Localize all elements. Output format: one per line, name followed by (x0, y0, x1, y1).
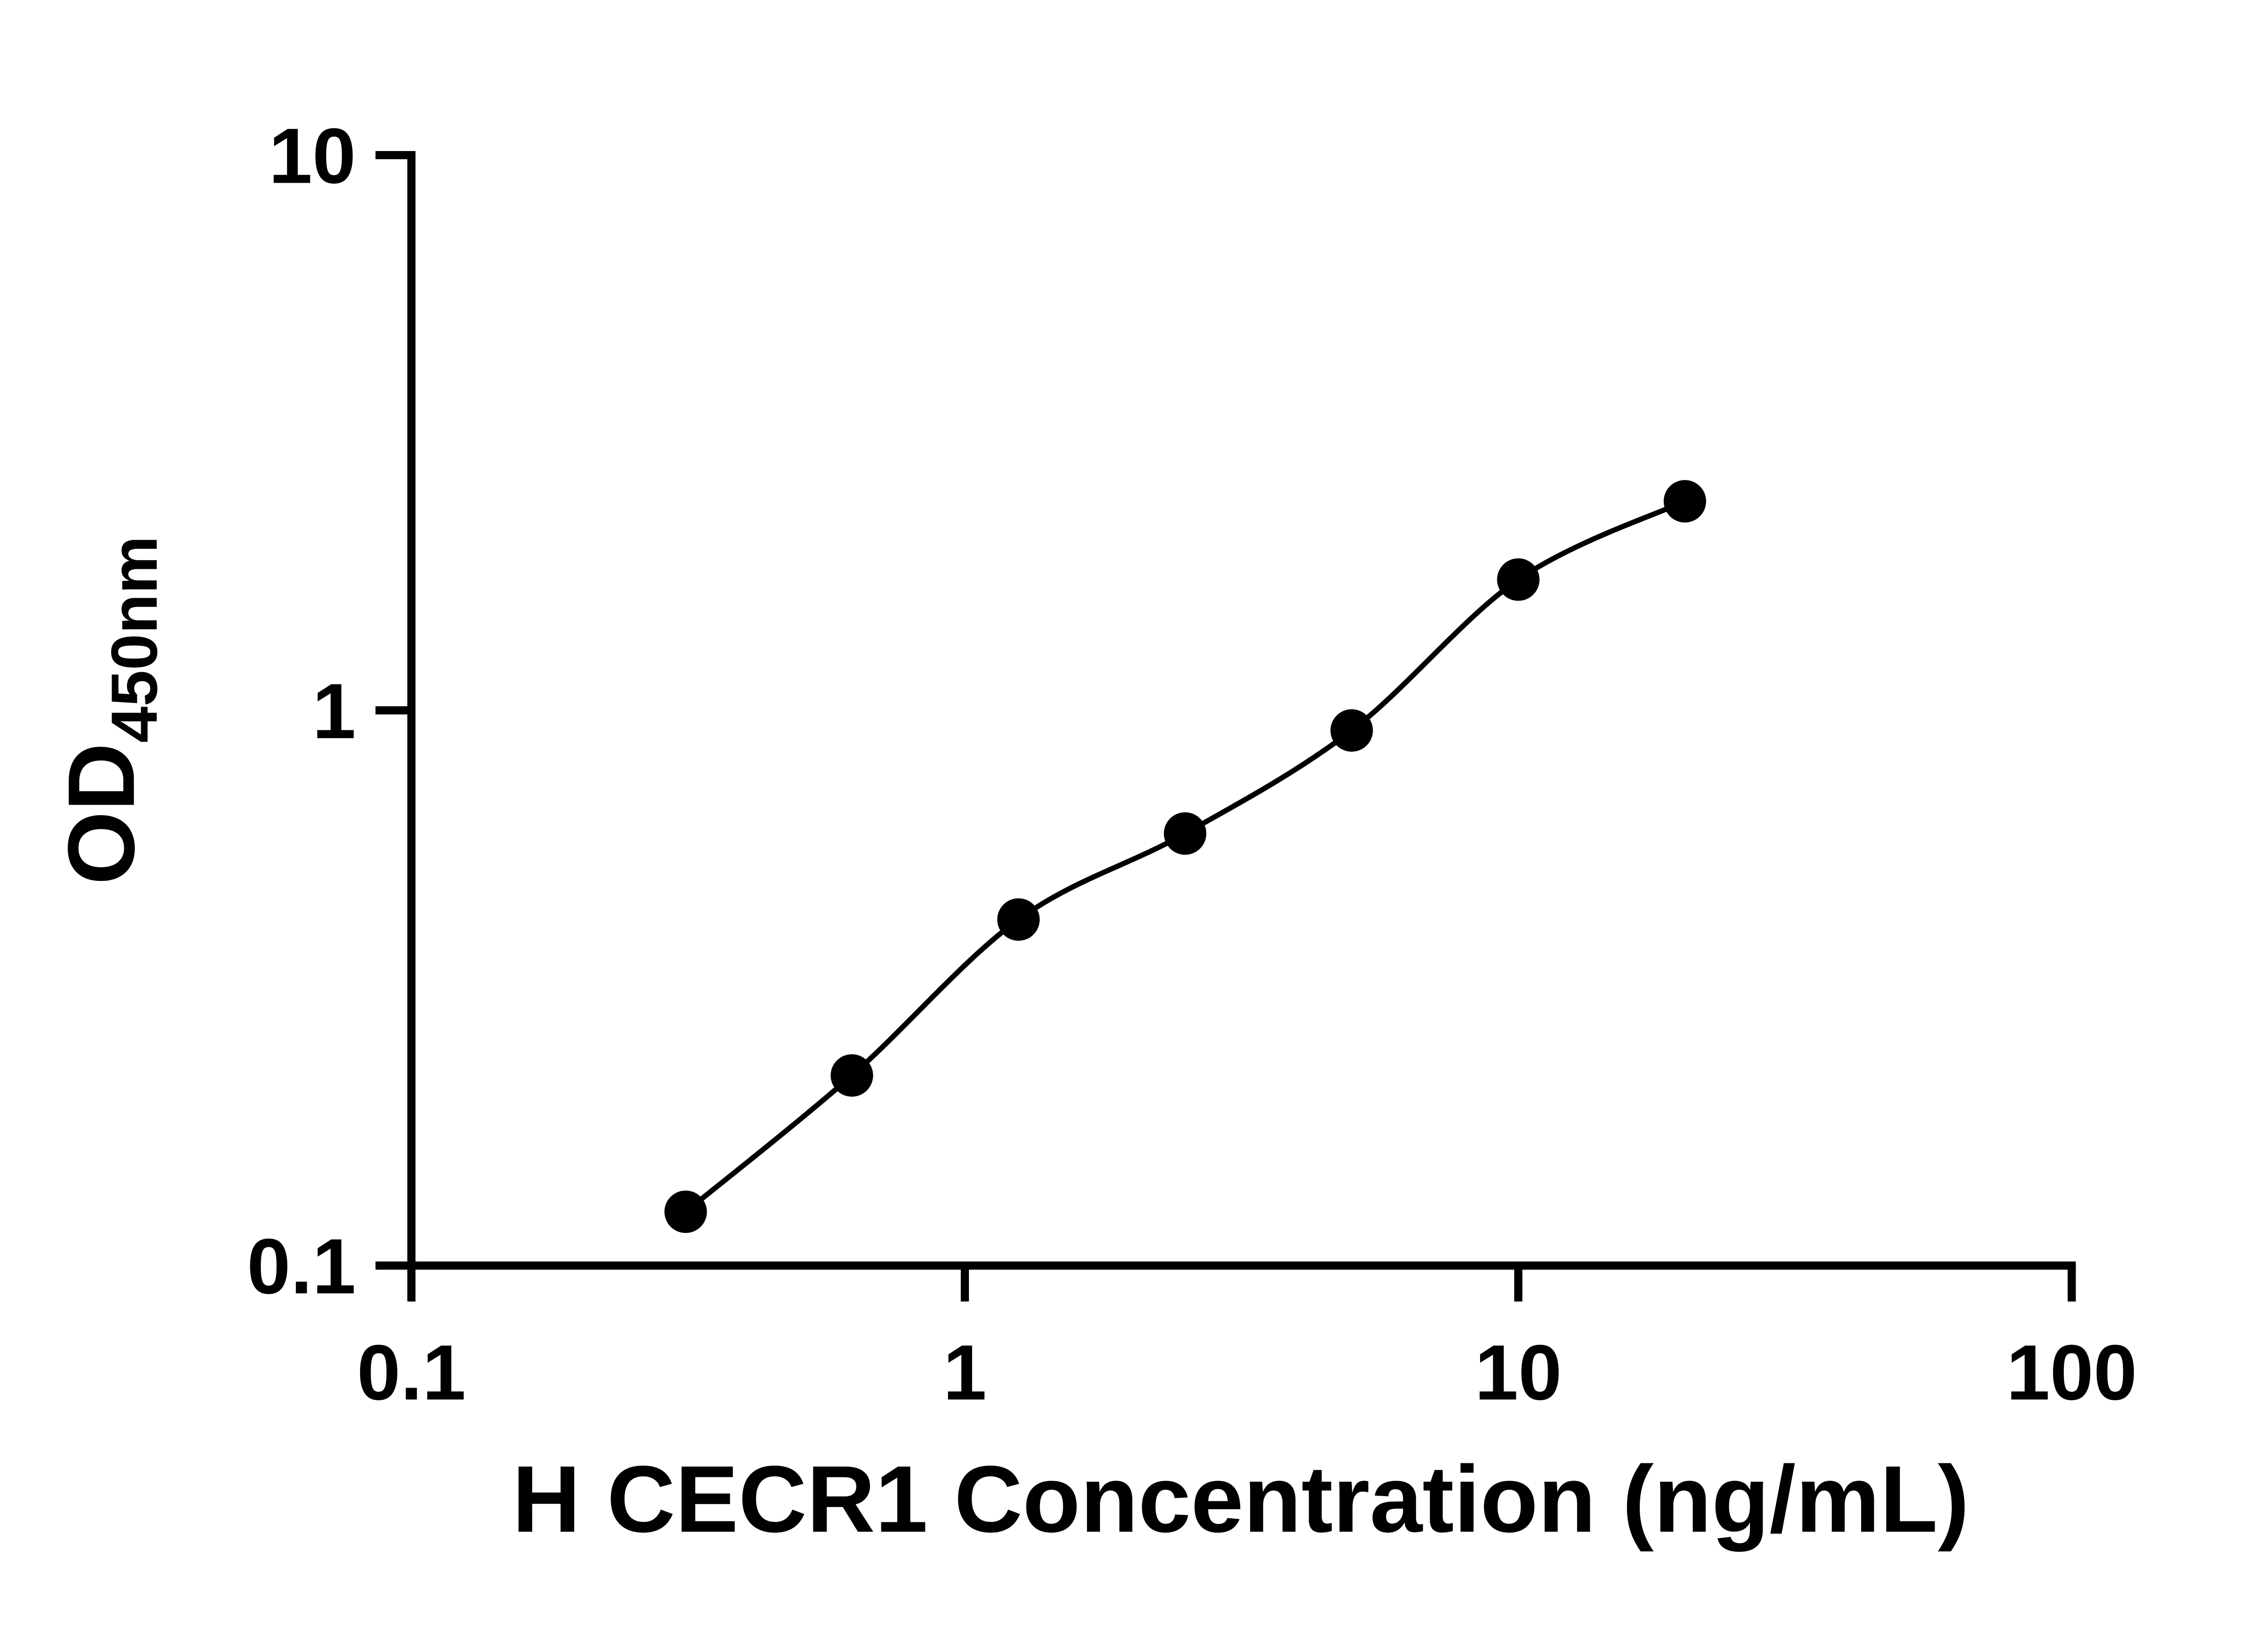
axes-layer (407, 151, 2076, 1270)
data-point (997, 898, 1040, 941)
data-point (664, 1190, 707, 1233)
y-axis-title-main: OD (49, 743, 154, 885)
data-point (831, 1054, 873, 1097)
x-axis-tick-label: 0.1 (357, 1329, 466, 1416)
y-axis-tick-label: 0.1 (247, 1222, 356, 1310)
data-point (1497, 558, 1540, 601)
fit-curve-line (683, 499, 1688, 1215)
x-axis-tick-label: 100 (2006, 1329, 2137, 1416)
data-point-layer (664, 480, 1706, 1233)
axis-lines (407, 151, 2076, 1270)
tick-label-layer: 0.1 1 10 100 0.1 1 10 (247, 112, 2137, 1416)
data-point (1330, 709, 1373, 752)
y-axis-title-subscript: 450nm (98, 536, 171, 743)
data-point (1163, 812, 1207, 855)
tick-layer (375, 151, 2076, 1302)
y-axis-title: OD450nm (49, 536, 171, 885)
fit-curve-layer (683, 499, 1688, 1215)
y-axis-tick-label: 10 (269, 112, 356, 200)
x-axis-tick-label: 1 (943, 1329, 987, 1416)
x-axis-title: H CECR1 Concentration (ng/mL) (512, 1447, 1969, 1552)
y-axis-tick-label: 1 (313, 667, 356, 755)
data-point (1663, 480, 1706, 523)
x-axis-tick-label: 10 (1475, 1329, 1562, 1416)
